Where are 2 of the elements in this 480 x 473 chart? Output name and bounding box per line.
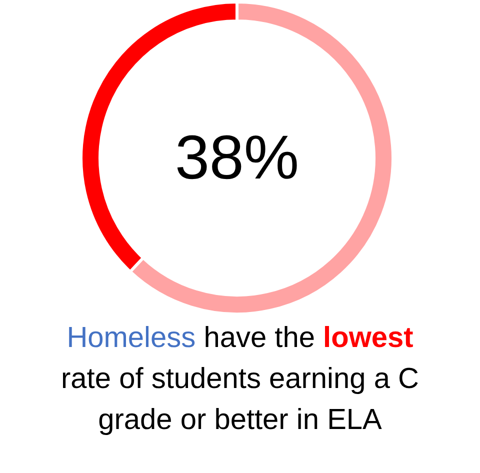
- data-label: 38%: [174, 124, 300, 192]
- text: Homeless have the lowest rate of students earning a C grade or better in ELA: [61, 322, 419, 436]
